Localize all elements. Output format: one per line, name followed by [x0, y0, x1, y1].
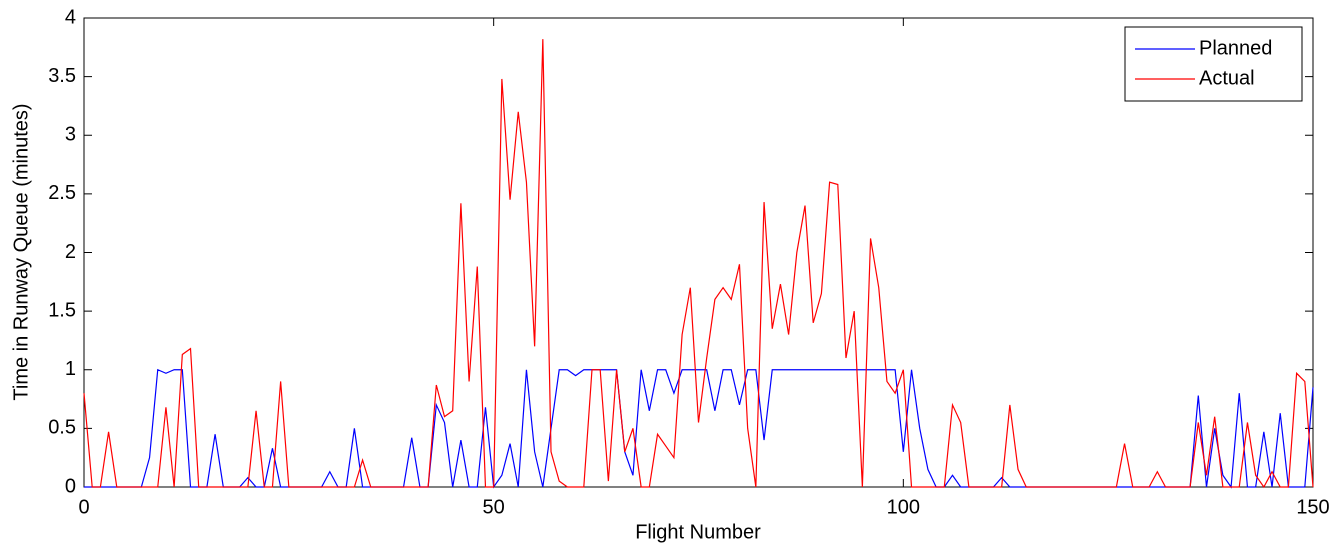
- y-tick-label: 3: [65, 124, 76, 146]
- legend-label: Actual: [1199, 67, 1255, 89]
- y-tick-label: 2.5: [48, 182, 76, 204]
- legend-label: Planned: [1199, 37, 1272, 59]
- y-tick-label: 3.5: [48, 65, 76, 87]
- x-tick-label: 100: [887, 496, 920, 518]
- y-tick-label: 1: [65, 358, 76, 380]
- y-tick-label: 2: [65, 241, 76, 263]
- x-tick-label: 50: [483, 496, 505, 518]
- y-tick-label: 4: [65, 6, 76, 28]
- data-line: [83, 39, 1314, 489]
- x-tick-label: 150: [1296, 496, 1329, 518]
- legend-box: [1124, 26, 1303, 102]
- data-line: [84, 368, 1314, 489]
- y-tick-label: 1.5: [48, 299, 76, 321]
- y-tick-label: 0.5: [48, 417, 76, 439]
- y-axis-label: Time in Runway Queue (minutes): [10, 103, 32, 400]
- y-tick-label: 0: [65, 475, 76, 497]
- x-axis-label: Flight Number: [635, 521, 761, 543]
- x-tick-label: 0: [78, 496, 89, 518]
